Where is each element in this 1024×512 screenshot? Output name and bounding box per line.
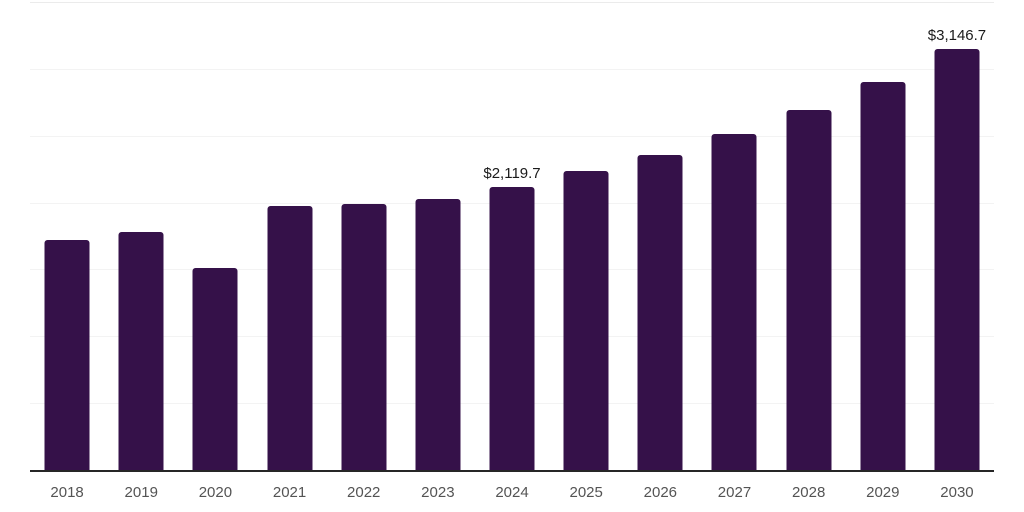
bar[interactable] — [192, 268, 238, 470]
bar[interactable] — [341, 203, 387, 470]
x-axis-label: 2024 — [495, 484, 529, 501]
x-axis-labels: 2018 2019 2020 2021 2022 2023 2024 2025 2026 2027… — [30, 472, 994, 500]
x-axis-label: 2022 — [347, 484, 381, 501]
x-axis-label: 2025 — [569, 484, 603, 501]
bar[interactable] — [711, 134, 757, 470]
bar[interactable] — [44, 239, 90, 470]
x-axis-line — [30, 470, 994, 472]
bar-group — [30, 2, 104, 470]
bar[interactable] — [563, 171, 609, 470]
bar[interactable] — [934, 49, 980, 470]
bar[interactable] — [637, 155, 683, 470]
bar[interactable] — [415, 198, 461, 470]
x-axis-label: 2026 — [643, 484, 678, 501]
gridline — [30, 69, 994, 70]
bar[interactable] — [489, 186, 535, 470]
bar-group — [178, 2, 252, 470]
bar-group: $3,146.7 — [920, 2, 994, 470]
bar[interactable] — [118, 232, 164, 470]
bar-group — [252, 2, 326, 470]
bar-group — [104, 2, 178, 470]
bar-group — [549, 2, 623, 470]
x-axis-label: 2028 — [791, 484, 826, 501]
x-axis-label: 2029 — [866, 484, 900, 501]
bar-group — [401, 2, 475, 470]
bar-group — [327, 2, 401, 470]
bar[interactable] — [267, 205, 313, 470]
bar-value-label: $2,119.7 — [483, 164, 541, 182]
x-axis-label: 2023 — [421, 484, 455, 501]
x-axis-label: 2027 — [717, 484, 752, 501]
bar-value-label: $3,146.7 — [927, 27, 987, 45]
x-axis-label: 2030 — [940, 484, 974, 501]
plot-area: $2,119.7 $3,146.7 — [30, 2, 994, 470]
gridline — [30, 2, 994, 3]
x-axis-label: 2021 — [272, 484, 307, 501]
bar[interactable] — [860, 82, 906, 470]
bar-group — [772, 2, 846, 470]
bar-group: $2,119.7 — [475, 2, 549, 470]
bar[interactable] — [786, 110, 832, 470]
x-axis-label: 2019 — [124, 484, 158, 501]
bar-group — [697, 2, 771, 470]
bar-group — [846, 2, 920, 470]
bar-series: $2,119.7 $3,146.7 — [30, 2, 994, 470]
gridline — [30, 136, 994, 137]
x-axis-label: 2018 — [50, 484, 84, 501]
x-axis-label: 2020 — [198, 484, 233, 501]
bar-group — [623, 2, 697, 470]
